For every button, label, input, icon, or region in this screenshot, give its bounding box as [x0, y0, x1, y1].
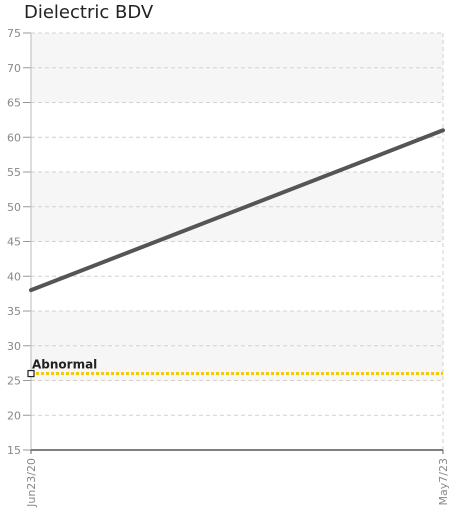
y-tick-label: 30 — [7, 340, 21, 353]
data-point — [29, 288, 33, 292]
y-tick-label: 65 — [7, 97, 21, 110]
y-tick-label: 45 — [7, 236, 21, 249]
y-tick-label: 15 — [7, 444, 21, 457]
y-tick-label: 75 — [7, 27, 21, 40]
threshold-label: Abnormal — [32, 358, 97, 372]
series-line — [29, 128, 445, 293]
y-tick-label: 60 — [7, 131, 21, 144]
x-tick-label: Jun23/20 — [25, 458, 38, 508]
y-tick-label: 55 — [7, 166, 21, 179]
chart-title: Dielectric BDV — [24, 2, 154, 23]
y-tick-label: 40 — [7, 270, 21, 283]
y-tick-label: 35 — [7, 305, 21, 318]
x-tick-label: May7/23 — [437, 458, 450, 505]
y-tick-label: 20 — [7, 409, 21, 422]
data-point — [441, 128, 445, 132]
threshold-marker — [27, 369, 35, 378]
y-tick-label: 25 — [7, 375, 21, 388]
y-tick-label: 70 — [7, 62, 21, 75]
y-tick-label: 50 — [7, 201, 21, 214]
